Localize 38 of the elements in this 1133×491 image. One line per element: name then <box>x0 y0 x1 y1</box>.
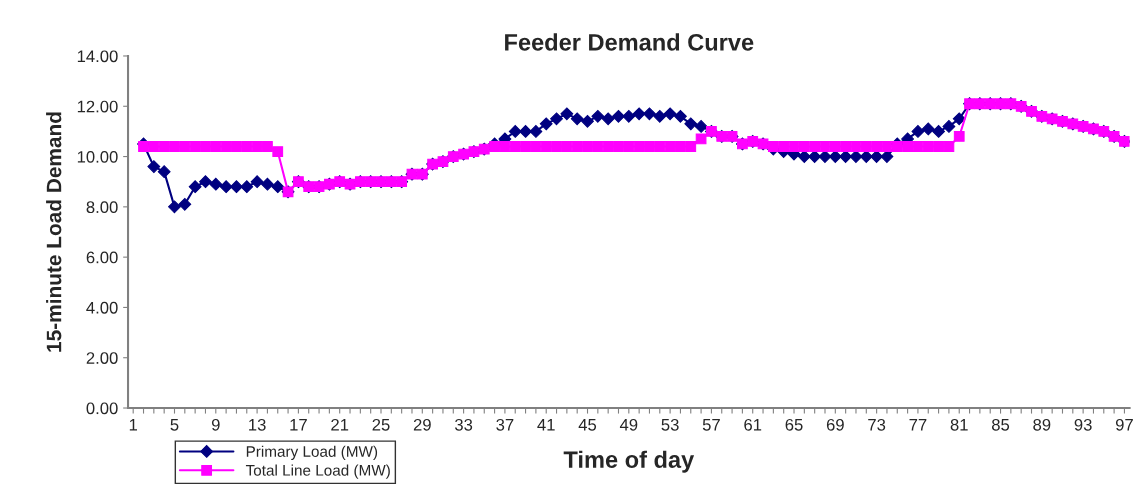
x-tick-label: 9 <box>211 418 220 431</box>
x-tick-label: 49 <box>619 418 638 431</box>
x-tick-label: 85 <box>991 418 1010 431</box>
x-tick-label: 69 <box>826 418 844 431</box>
x-tick-label: 45 <box>578 419 597 431</box>
x-axis-title: Time of day <box>563 450 695 473</box>
x-tick-label: 25 <box>372 418 390 431</box>
y-axis-title: 15-minute Load Demand <box>46 112 62 352</box>
x-tick-label: 65 <box>785 418 803 431</box>
x-tick-label: 29 <box>413 418 431 431</box>
y-tick-label: 0.00 <box>86 402 118 415</box>
x-tick-label: 97 <box>1115 418 1133 431</box>
y-tick-label: 14.00 <box>77 50 118 63</box>
y-tick-label: 8.00 <box>86 201 118 214</box>
x-tick-label: 1 <box>129 419 138 431</box>
x-tick-label: 41 <box>537 419 555 431</box>
x-tick-label: 13 <box>249 418 266 431</box>
y-tick-label: 10.00 <box>77 150 118 163</box>
x-tick-label: 73 <box>868 418 886 431</box>
x-tick-label: 93 <box>1074 418 1092 431</box>
x-tick-label: 17 <box>290 419 307 431</box>
x-tick-label: 33 <box>454 418 473 431</box>
x-tick-label: 5 <box>170 419 179 431</box>
legend-label: Primary Load (MW) <box>246 445 378 460</box>
x-tick-label: 53 <box>661 418 679 431</box>
x-tick-label: 57 <box>702 419 720 431</box>
y-tick-label: 6.00 <box>86 251 118 264</box>
x-tick-label: 89 <box>1033 418 1051 431</box>
chart-title: Feeder Demand Curve <box>505 33 754 51</box>
x-tick-label: 21 <box>331 418 349 431</box>
x-tick-label: 77 <box>909 419 927 431</box>
x-tick-label: 37 <box>496 418 514 431</box>
y-tick-label: 12.00 <box>77 100 118 113</box>
y-tick-label: 4.00 <box>86 301 118 314</box>
y-tick-label: 2.00 <box>86 352 118 364</box>
x-tick-label: 81 <box>950 418 968 431</box>
legend-label: Total Line Load (MW) <box>245 464 390 479</box>
x-tick-label: 61 <box>744 418 762 431</box>
